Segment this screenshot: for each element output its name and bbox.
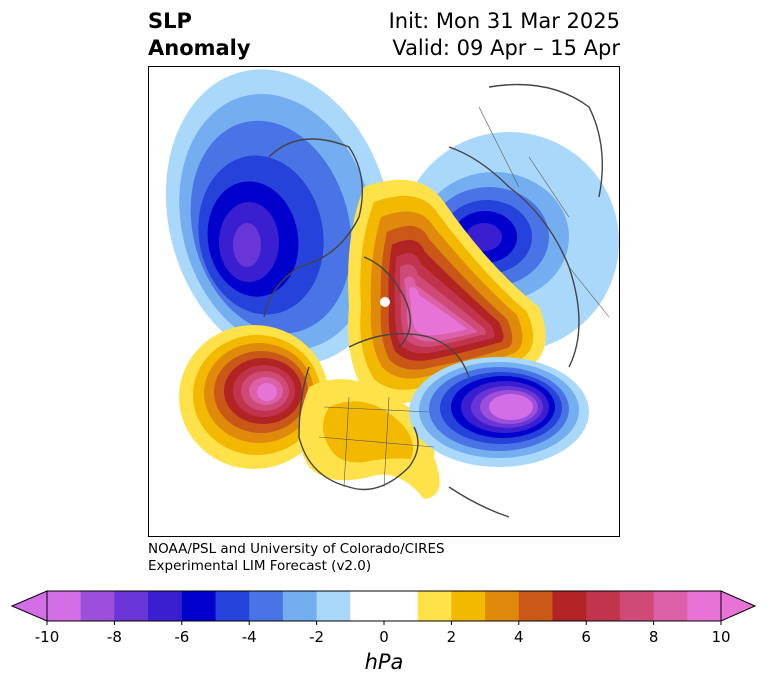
negative-anomaly-north-pacific	[409, 357, 589, 467]
colorbar-segment	[47, 591, 82, 621]
negative-anomaly-north-atlantic	[165, 69, 393, 365]
title-line-2: Anomaly	[148, 36, 251, 60]
credit-line-1: NOAA/PSL and University of Colorado/CIRE…	[148, 541, 445, 557]
colorbar-tick-label: 10	[711, 628, 731, 646]
coastlines	[263, 83, 603, 518]
forecast-dates: Init: Mon 31 Mar 2025 Valid: 09 Apr – 15…	[389, 8, 620, 62]
colorbar-segment	[114, 591, 149, 621]
colorbar-segment	[316, 591, 351, 621]
colorbar-segment	[552, 591, 587, 621]
colorbar-segment	[249, 591, 284, 621]
colorbar-tick-label: 6	[581, 628, 591, 646]
credit-text: NOAA/PSL and University of Colorado/CIRE…	[148, 541, 445, 575]
borders	[318, 106, 610, 488]
colorbar-segment	[80, 591, 115, 621]
colorbar-unit: hPa	[364, 650, 404, 674]
map-canvas	[165, 69, 619, 518]
colorbar-segment	[451, 591, 486, 621]
colorbar-segment	[417, 591, 452, 621]
colorbar-tick-label: 0	[379, 628, 389, 646]
colorbar-segment	[215, 591, 250, 621]
colorbar-tick-label: 4	[514, 628, 524, 646]
colorbar-segment	[653, 591, 688, 621]
colorbar-segment	[586, 591, 621, 621]
colorbar-segment	[282, 591, 318, 621]
colorbar-segment	[148, 591, 183, 621]
colorbar-segment	[687, 591, 722, 621]
colorbar-segment	[181, 591, 216, 621]
colorbar-tick-label: 8	[648, 628, 659, 646]
colorbar-tick-label: -10	[34, 628, 60, 646]
credit-line-2: Experimental LIM Forecast (v2.0)	[148, 558, 372, 574]
title-line-1: SLP	[148, 9, 192, 33]
colorbar-tick-label: -8	[106, 628, 122, 646]
colorbar-segments	[47, 591, 722, 621]
colorbar	[10, 590, 757, 625]
colorbar-tick-label: -4	[241, 628, 257, 646]
colorbar-segment	[619, 591, 655, 621]
valid-range: Valid: 09 Apr – 15 Apr	[392, 36, 620, 60]
colorbar-tick-label: 2	[446, 628, 457, 646]
anomaly-map	[148, 66, 620, 537]
init-date: Init: Mon 31 Mar 2025	[388, 9, 620, 33]
colorbar-segment	[518, 591, 553, 621]
chart-title: SLP Anomaly	[148, 8, 251, 62]
colorbar-segment	[485, 591, 520, 621]
colorbar-tick-label: -6	[174, 628, 190, 646]
colorbar-under-arrow	[10, 590, 48, 622]
positive-anomaly-eastern-us	[299, 379, 440, 499]
colorbar-segment	[384, 591, 419, 621]
colorbar-ticks	[46, 621, 722, 625]
positive-anomaly-northeast-atlantic	[179, 325, 329, 469]
colorbar-segment	[350, 591, 385, 621]
colorbar-tick-label: -2	[309, 628, 325, 646]
colorbar-over-arrow	[720, 590, 757, 622]
positive-anomaly-arctic	[348, 179, 546, 404]
